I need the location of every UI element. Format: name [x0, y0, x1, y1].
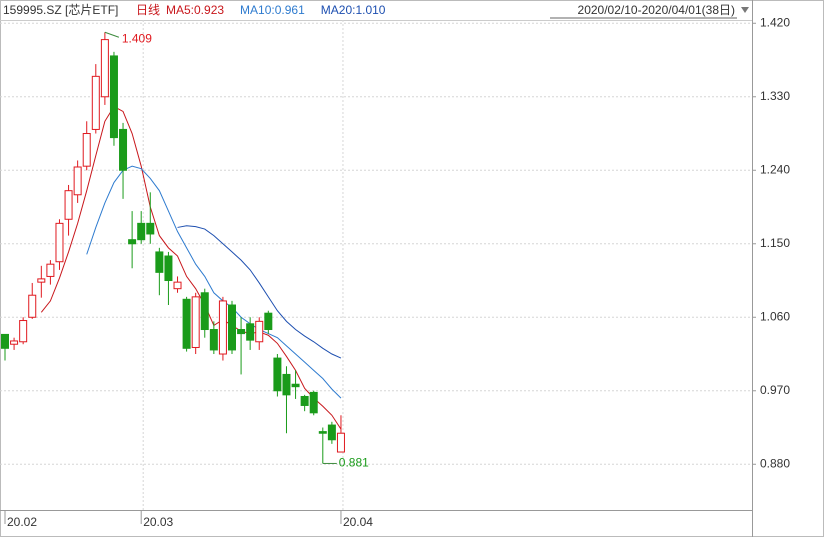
candle-body: [146, 222, 155, 235]
candle-body: [10, 340, 19, 345]
candle-body: [55, 222, 64, 263]
candle-body: [82, 133, 91, 167]
candle-body: [1, 333, 9, 349]
dropdown-arrow[interactable]: [741, 7, 749, 13]
candle-body: [109, 55, 118, 139]
candle-body: [255, 320, 264, 343]
candle-body: [228, 304, 236, 351]
candle-body: [91, 75, 100, 130]
y-tick-label: 1.330: [760, 89, 790, 103]
candle-body: [137, 222, 146, 241]
candle-body: [300, 395, 309, 406]
y-tick-label: 1.240: [760, 162, 790, 176]
y-tick-label: 1.060: [760, 309, 790, 323]
candle-body: [19, 320, 28, 343]
x-tick-label: 20.04: [343, 515, 373, 529]
ma-line: [177, 225, 342, 359]
y-tick-label: 0.880: [760, 456, 790, 470]
max-label: 1.409: [122, 31, 152, 45]
candle-body: [246, 323, 255, 341]
symbol: 159995.SZ [芯片ETF]: [3, 3, 118, 17]
candle-body: [200, 292, 209, 331]
legend-entry: MA10:0.961: [240, 3, 305, 17]
candle-body: [191, 296, 200, 348]
candle-body: [155, 251, 164, 273]
candle-body: [164, 255, 173, 282]
candle-body: [318, 431, 327, 434]
y-tick-label: 0.970: [760, 383, 790, 397]
candle-body: [273, 357, 282, 392]
period: 日线: [136, 3, 160, 17]
candle-body: [209, 329, 218, 351]
ma-line: [86, 165, 342, 399]
candle-body: [100, 39, 109, 98]
candle-body: [173, 281, 182, 290]
candle-body: [182, 298, 191, 349]
candle-body: [64, 190, 73, 220]
candle-body: [264, 312, 273, 331]
ma-line: [40, 105, 342, 430]
legend-entry: MA5:0.923: [166, 3, 224, 17]
candle-body: [237, 329, 246, 335]
candle-body: [327, 424, 336, 441]
candle-body: [336, 432, 345, 453]
x-tick-label: 20.03: [143, 515, 173, 529]
legend-entry: MA20:1.010: [321, 3, 386, 17]
candle-body: [119, 128, 128, 171]
candle-body: [291, 383, 300, 388]
candle-body: [28, 294, 37, 318]
candle-body: [309, 391, 318, 414]
max-pointer: [104, 31, 120, 38]
date-range[interactable]: 2020/02/10-2020/04/01(38日): [578, 3, 735, 17]
candle-body: [128, 239, 137, 245]
y-tick-label: 1.150: [760, 236, 790, 250]
x-tick-label: 20.02: [7, 515, 37, 529]
candle-body: [73, 166, 82, 196]
candle-body: [218, 300, 227, 355]
candle-body: [37, 278, 46, 283]
candle-body: [46, 263, 55, 277]
candle-body: [282, 373, 291, 396]
min-label: 0.881: [339, 456, 369, 470]
y-tick-label: 1.420: [760, 15, 790, 29]
